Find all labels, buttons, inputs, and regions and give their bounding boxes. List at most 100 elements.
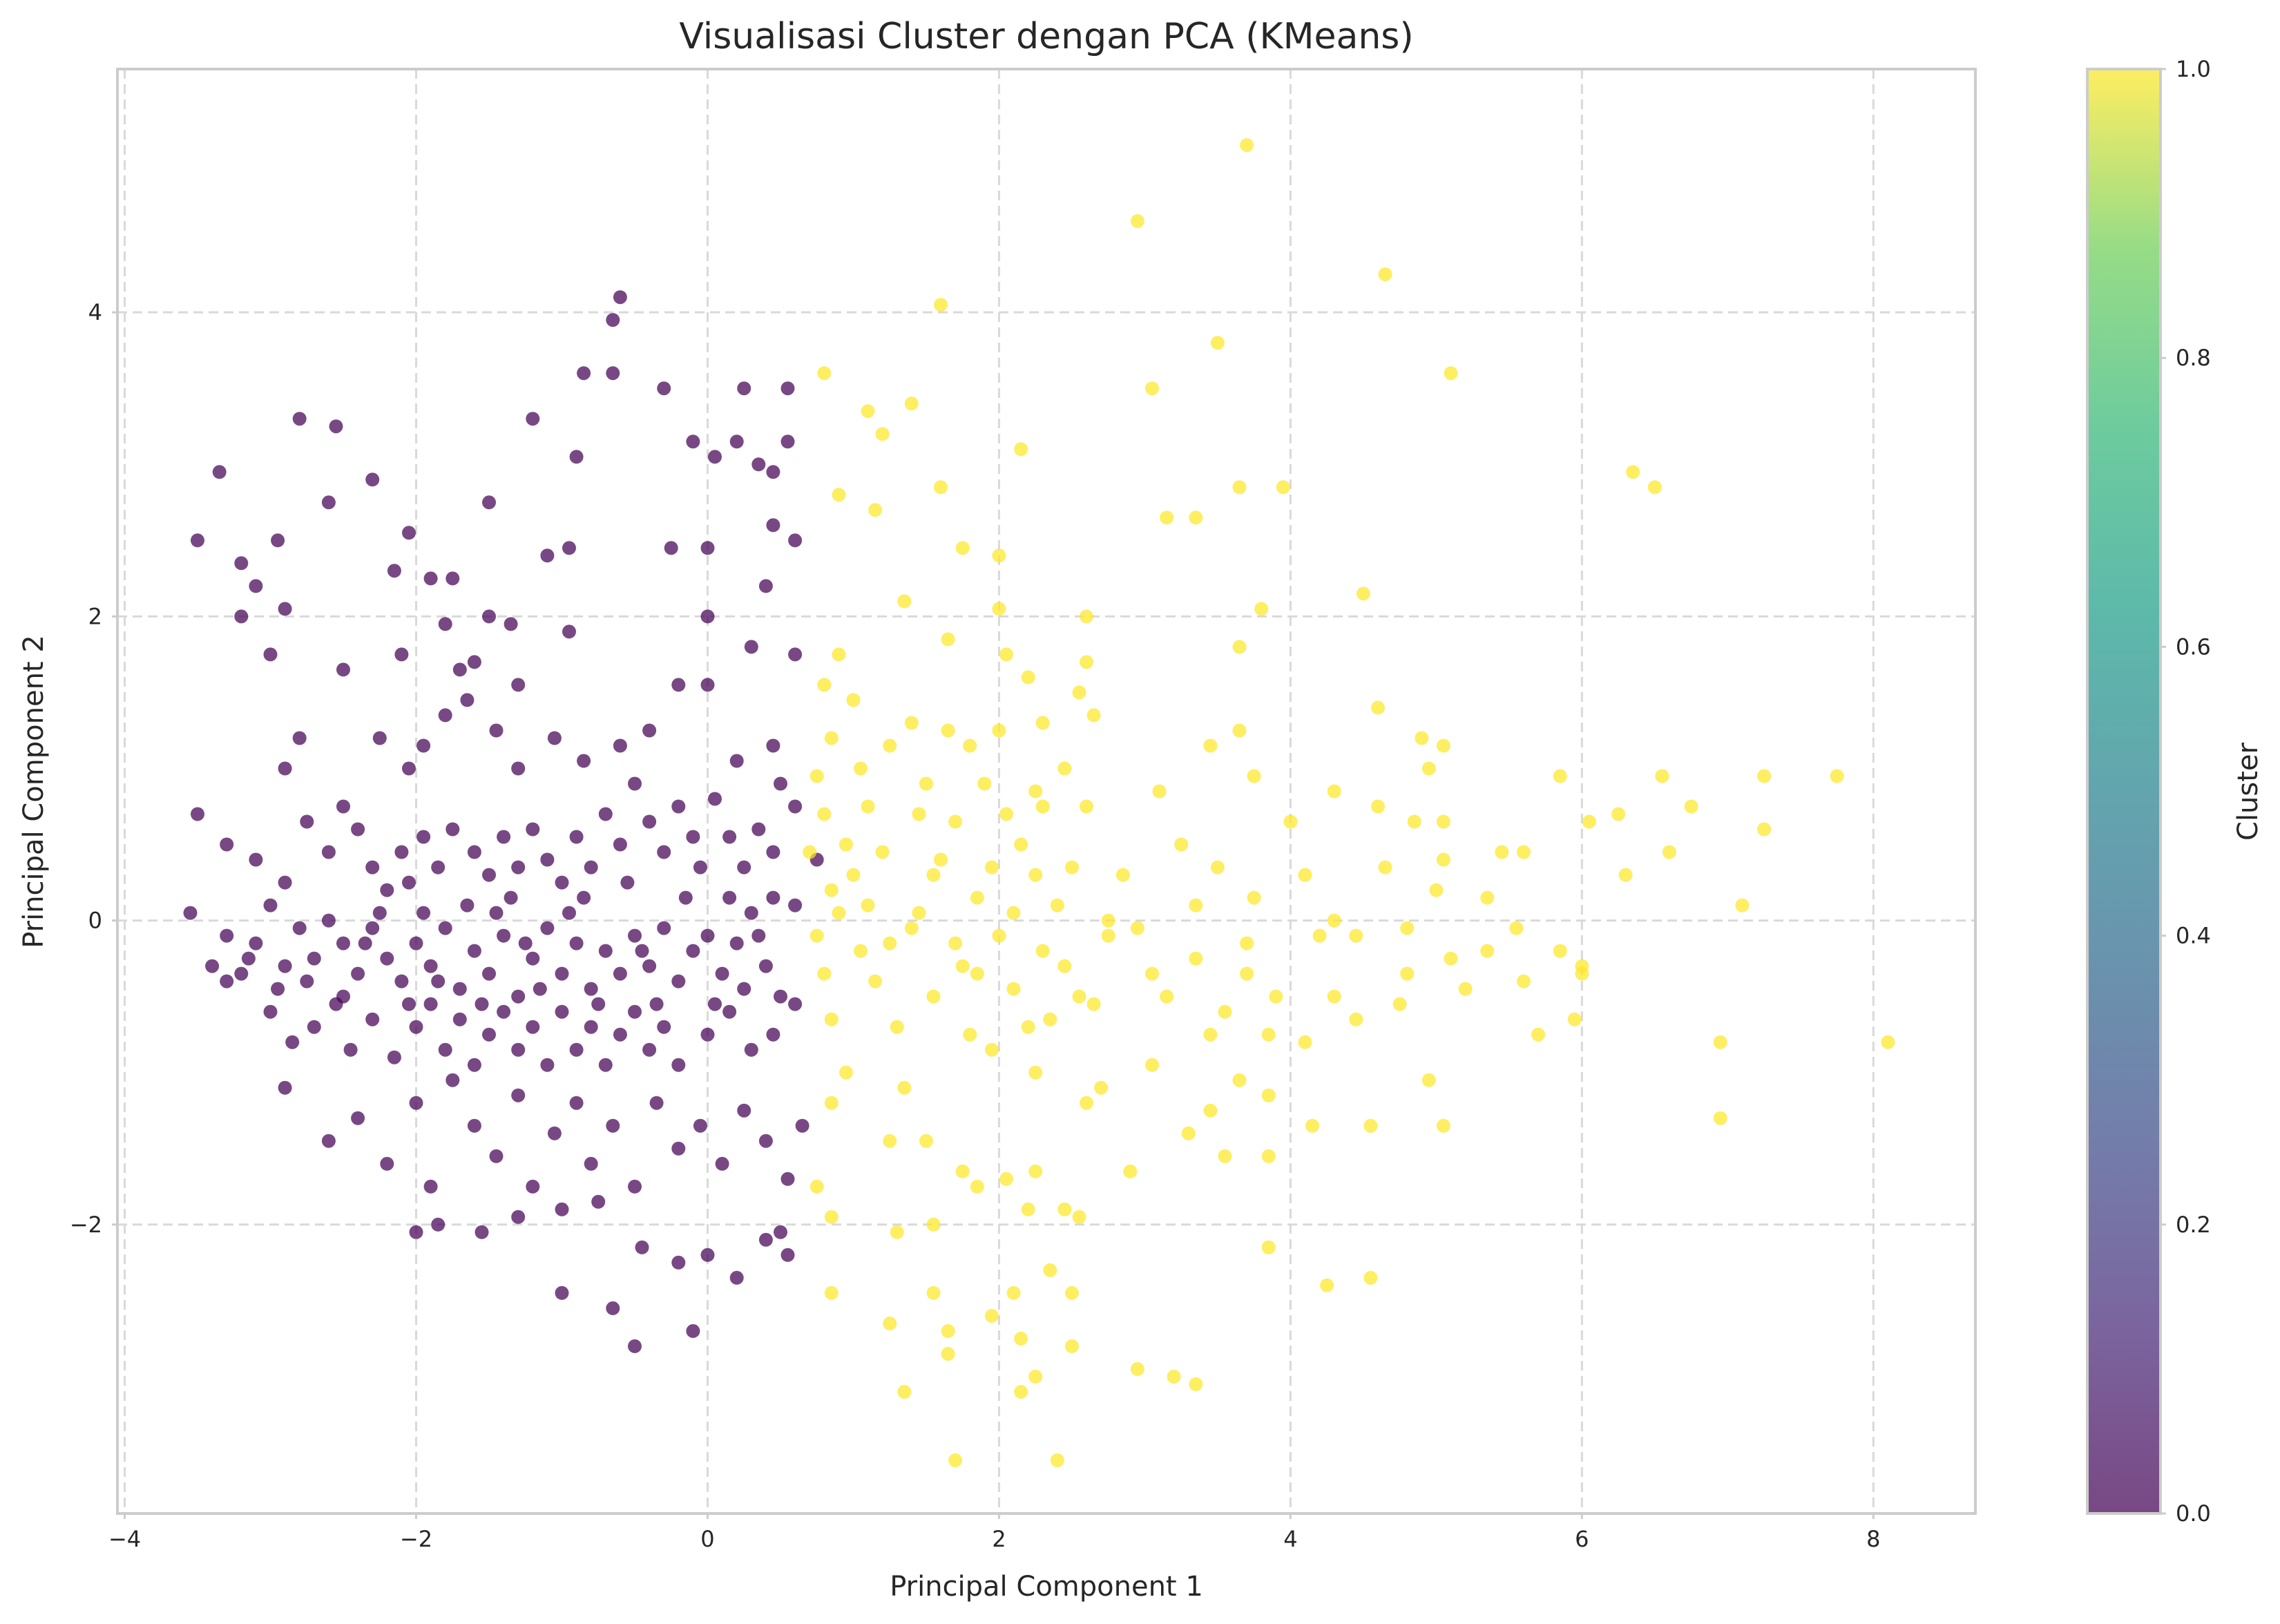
x-tick-label: 8 xyxy=(1866,1526,1880,1552)
cluster-1-point xyxy=(1415,731,1429,745)
cluster-0-point xyxy=(416,906,431,920)
cluster-0-point xyxy=(249,936,263,950)
cluster-0-point xyxy=(613,966,627,981)
cluster-0-point xyxy=(351,966,365,981)
cluster-1-point xyxy=(839,1065,853,1080)
cluster-1-point xyxy=(1072,685,1086,700)
cluster-1-point xyxy=(1064,1339,1079,1353)
cluster-0-point xyxy=(423,959,438,973)
cluster-0-point xyxy=(292,412,307,426)
cluster-1-point xyxy=(1480,944,1495,958)
cluster-0-point xyxy=(394,845,409,859)
cluster-0-point xyxy=(555,1004,569,1019)
cluster-0-point xyxy=(671,974,686,988)
cluster-1-point xyxy=(1130,214,1144,229)
cluster-0-point xyxy=(263,898,278,913)
cluster-0-point xyxy=(628,776,642,791)
cluster-1-point xyxy=(1189,1377,1203,1391)
cluster-0-point xyxy=(577,890,591,905)
cluster-1-point xyxy=(832,488,846,502)
cluster-0-point xyxy=(780,434,795,449)
cluster-0-point xyxy=(686,434,700,449)
cluster-1-point xyxy=(941,1324,955,1338)
cluster-0-point xyxy=(729,936,744,950)
cluster-1-point xyxy=(1421,1073,1436,1087)
cluster-0-point xyxy=(766,845,780,859)
cluster-1-point xyxy=(861,799,875,814)
cluster-1-point xyxy=(1203,1103,1218,1118)
cluster-1-point xyxy=(1028,1164,1043,1178)
cluster-1-point xyxy=(992,602,1006,616)
cluster-1-point xyxy=(1830,769,1844,783)
y-axis-label: Principal Component 2 xyxy=(18,635,50,948)
cluster-0-point xyxy=(423,571,438,586)
colorbar-tick-label: 0.8 xyxy=(2176,345,2211,371)
cluster-0-point xyxy=(497,1004,511,1019)
cluster-0-point xyxy=(409,1225,423,1239)
cluster-0-point xyxy=(402,526,416,540)
cluster-0-point xyxy=(307,951,321,966)
cluster-1-point xyxy=(817,807,832,821)
cluster-0-point xyxy=(591,997,606,1011)
cluster-1-point xyxy=(1232,1073,1247,1087)
cluster-1-point xyxy=(824,1096,839,1110)
cluster-0-point xyxy=(511,860,526,875)
cluster-1-point xyxy=(1145,1058,1159,1072)
cluster-0-point xyxy=(351,1111,365,1125)
cluster-1-point xyxy=(1881,1035,1895,1049)
cluster-1-point xyxy=(926,989,941,1004)
cluster-0-point xyxy=(729,754,744,768)
cluster-0-point xyxy=(278,602,292,616)
cluster-0-point xyxy=(598,1058,613,1072)
cluster-0-point xyxy=(628,1179,642,1194)
cluster-0-point xyxy=(249,852,263,867)
plot-background xyxy=(117,69,1975,1513)
cluster-0-point xyxy=(671,1058,686,1072)
cluster-1-point xyxy=(1327,913,1341,928)
cluster-0-point xyxy=(365,921,380,935)
cluster-1-point xyxy=(1014,837,1028,852)
cluster-0-point xyxy=(642,959,657,973)
cluster-1-point xyxy=(1035,799,1050,814)
cluster-0-point xyxy=(300,974,314,988)
cluster-0-point xyxy=(642,723,657,738)
cluster-1-point xyxy=(1567,1012,1582,1026)
cluster-0-point xyxy=(540,1058,555,1072)
cluster-1-point xyxy=(948,1453,963,1467)
cluster-0-point xyxy=(467,1058,481,1072)
cluster-1-point xyxy=(970,966,984,981)
y-tick-label: −2 xyxy=(70,1212,102,1238)
cluster-1-point xyxy=(1035,716,1050,730)
cluster-1-point xyxy=(1086,708,1101,723)
cluster-0-point xyxy=(569,830,584,844)
cluster-0-point xyxy=(729,1270,744,1285)
cluster-0-point xyxy=(526,822,540,837)
cluster-1-point xyxy=(1327,989,1341,1004)
plot-frame xyxy=(116,68,1977,1515)
cluster-0-point xyxy=(336,936,350,950)
cluster-0-point xyxy=(562,624,576,639)
cluster-0-point xyxy=(234,556,249,571)
cluster-1-point xyxy=(1400,921,1415,935)
cluster-0-point xyxy=(438,708,452,723)
cluster-0-point xyxy=(606,313,620,327)
cluster-1-point xyxy=(824,1012,839,1026)
cluster-0-point xyxy=(751,928,766,943)
cluster-0-point xyxy=(774,776,787,791)
cluster-0-point xyxy=(460,693,475,707)
cluster-1-point xyxy=(1218,1149,1232,1163)
cluster-1-point xyxy=(846,868,861,882)
cluster-1-point xyxy=(1006,982,1021,996)
cluster-1-point xyxy=(1028,784,1043,799)
y-axis-ticks: −2 0 2 4 xyxy=(70,299,117,1238)
cluster-1-point xyxy=(955,1164,970,1178)
cluster-1-point xyxy=(1115,868,1130,882)
cluster-0-point xyxy=(744,640,758,654)
cluster-0-point xyxy=(737,381,751,396)
cluster-0-point xyxy=(321,495,336,510)
cluster-0-point xyxy=(649,1096,664,1110)
colorbar-tick-label: 0.4 xyxy=(2176,923,2211,949)
cluster-1-point xyxy=(1480,890,1495,905)
cluster-1-point xyxy=(890,1225,904,1239)
cluster-0-point xyxy=(526,951,540,966)
